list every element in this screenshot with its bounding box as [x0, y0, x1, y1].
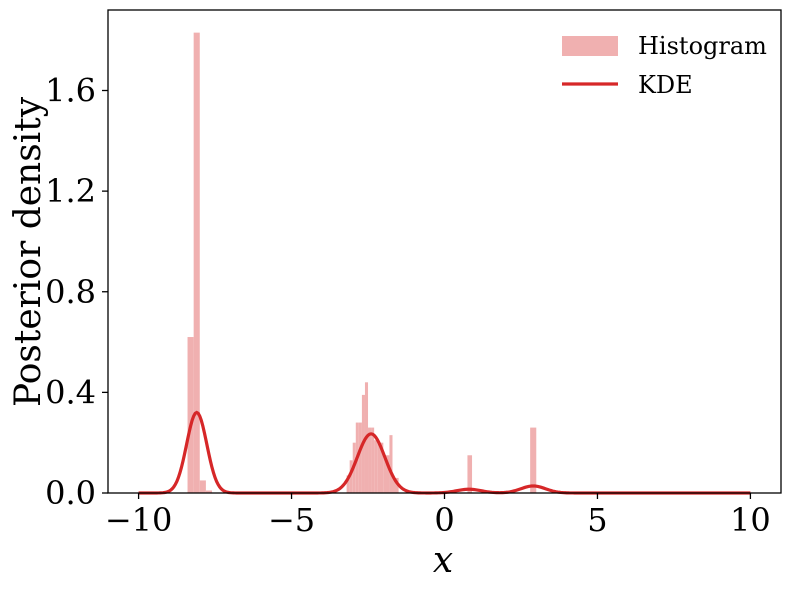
histogram-bar [467, 455, 473, 493]
x-tick-label: 0 [434, 501, 454, 539]
histogram-bar [187, 337, 194, 493]
histogram-bar [392, 477, 399, 493]
y-tick-label: 0.8 [45, 273, 96, 311]
histogram-bar [205, 490, 213, 493]
histogram-bar [349, 460, 353, 493]
y-axis-label: Posterior density [8, 96, 49, 407]
x-tick-label: 10 [730, 501, 771, 539]
histogram-bar [346, 475, 350, 493]
histogram-bar [374, 440, 378, 493]
histogram-bar [371, 427, 375, 493]
x-axis-label: x [433, 540, 453, 581]
histogram-bar [358, 422, 362, 493]
histogram-bar [389, 435, 393, 493]
histogram-bar [383, 455, 390, 493]
legend-histogram-swatch [562, 36, 618, 56]
y-tick-label: 0.4 [45, 373, 96, 411]
y-axis-ticks: 0.0 0.4 0.8 1.2 1.6 [45, 72, 108, 512]
kde-line [138, 410, 751, 495]
histogram-bar [377, 442, 384, 493]
histogram-bar [199, 480, 206, 493]
y-tick-label: 1.2 [45, 172, 96, 210]
histogram-bars [187, 32, 537, 493]
x-tick-label: −5 [268, 501, 315, 539]
y-tick-label: 0.0 [45, 474, 96, 512]
legend: Histogram KDE [562, 32, 767, 99]
x-tick-label: −10 [105, 501, 173, 539]
x-axis-ticks: −10 −5 0 5 10 [105, 493, 771, 539]
legend-histogram-label: Histogram [638, 32, 767, 60]
histogram-bar [530, 427, 537, 493]
histogram-bar [193, 32, 200, 493]
histogram-bar [368, 427, 372, 493]
legend-kde-label: KDE [638, 71, 693, 99]
y-tick-label: 1.6 [45, 72, 96, 110]
x-tick-label: 5 [587, 501, 607, 539]
